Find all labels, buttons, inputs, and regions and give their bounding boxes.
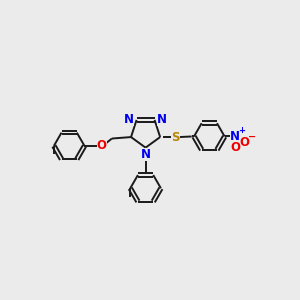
Text: −: − xyxy=(248,131,256,141)
Text: N: N xyxy=(124,113,134,126)
Text: O: O xyxy=(239,136,249,149)
Text: +: + xyxy=(238,126,245,135)
Text: N: N xyxy=(157,113,167,126)
Text: O: O xyxy=(97,140,106,152)
Text: S: S xyxy=(171,130,180,144)
Text: N: N xyxy=(141,148,151,161)
Text: N: N xyxy=(230,130,240,143)
Text: O: O xyxy=(230,141,240,154)
